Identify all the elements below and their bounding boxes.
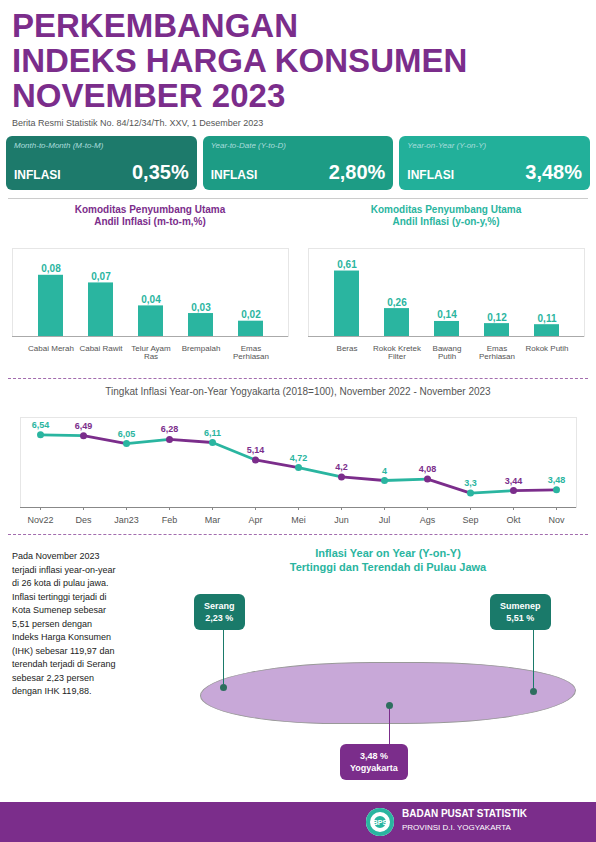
html-text:2,80%: 2,80% bbox=[328, 161, 386, 183]
svg-text:0,08: 0,08 bbox=[41, 263, 61, 274]
html-text:INFLASI: INFLASI bbox=[407, 168, 454, 182]
html-text:INFLASI: INFLASI bbox=[210, 168, 258, 182]
svg-text:6,49: 6,49 bbox=[75, 421, 93, 431]
svg-text:4: 4 bbox=[382, 466, 387, 476]
svg-text:0,26: 0,26 bbox=[387, 297, 407, 308]
svg-text:5,14: 5,14 bbox=[247, 445, 265, 455]
svg-text:0,11: 0,11 bbox=[538, 313, 557, 324]
html-text:Year-on-Year (Y-on-Y): Year-on-Year (Y-on-Y) bbox=[407, 141, 487, 150]
html-text:BADAN PUSAT STATISTIK: BADAN PUSAT STATISTIK bbox=[402, 808, 527, 819]
svg-text:Cabai Merah: Cabai Merah bbox=[28, 344, 74, 353]
svg-text:Nov22: Nov22 bbox=[27, 515, 53, 525]
svg-text:Jun: Jun bbox=[334, 515, 349, 525]
html-text:3,48%: 3,48% bbox=[525, 161, 582, 183]
html-text:PERKEMBANGAN INDEKS HARGA KONS: PERKEMBANGAN INDEKS HARGA KONSUMEN NOVEM… bbox=[12, 7, 468, 114]
svg-text:Apr: Apr bbox=[248, 515, 262, 525]
svg-text:0,04: 0,04 bbox=[141, 294, 161, 305]
svg-text:EmasPerhiasan: EmasPerhiasan bbox=[479, 344, 515, 361]
svg-text:BawangPutih: BawangPutih bbox=[433, 344, 462, 361]
svg-text:3,3: 3,3 bbox=[464, 478, 477, 488]
svg-text:6,11: 6,11 bbox=[204, 428, 221, 438]
svg-text:6,54: 6,54 bbox=[32, 420, 50, 430]
svg-text:Ags: Ags bbox=[420, 515, 436, 525]
svg-text:Okt: Okt bbox=[506, 515, 521, 525]
svg-text:3,44: 3,44 bbox=[505, 476, 523, 486]
svg-text:Mar: Mar bbox=[205, 515, 221, 525]
svg-text:Cabai Rawit: Cabai Rawit bbox=[79, 344, 123, 353]
html-text:Berita Resmi Statistik No. 84/: Berita Resmi Statistik No. 84/12/34/Th. … bbox=[12, 118, 264, 128]
svg-text:0,14: 0,14 bbox=[437, 309, 457, 320]
svg-text:Sep: Sep bbox=[462, 515, 478, 525]
html-text:3,48 % Yogyakarta: 3,48 % Yogyakarta bbox=[350, 751, 398, 773]
svg-text:4,72: 4,72 bbox=[290, 453, 308, 463]
html-text:Sumenep 5,51 %: Sumenep 5,51 % bbox=[500, 601, 541, 623]
svg-text:Feb: Feb bbox=[162, 515, 178, 525]
svg-text:Mei: Mei bbox=[291, 515, 306, 525]
svg-text:4,08: 4,08 bbox=[419, 464, 437, 474]
svg-text:4,2: 4,2 bbox=[335, 462, 348, 472]
svg-text:Rokok KretekFilter: Rokok KretekFilter bbox=[373, 344, 422, 361]
svg-text:Nov: Nov bbox=[548, 515, 565, 525]
svg-text:0,02: 0,02 bbox=[241, 309, 261, 320]
html-text:Serang 2,23 %: Serang 2,23 % bbox=[204, 601, 235, 623]
svg-text:6,28: 6,28 bbox=[161, 424, 179, 434]
svg-text:Jul: Jul bbox=[379, 515, 391, 525]
svg-text:EmasPerhiasan: EmasPerhiasan bbox=[233, 344, 269, 361]
html-text:BPS: BPS bbox=[372, 818, 388, 826]
html-text:Tingkat Inflasi Year-on-Year Y: Tingkat Inflasi Year-on-Year Yogyakarta … bbox=[105, 386, 491, 397]
svg-text:Des: Des bbox=[75, 515, 92, 525]
html-text:Inflasi Year on Year (Y-on-Y): Inflasi Year on Year (Y-on-Y) Tertinggi … bbox=[289, 547, 487, 573]
svg-text:6,05: 6,05 bbox=[118, 429, 136, 439]
html-text:Year-to-Date (Y-to-D): Year-to-Date (Y-to-D) bbox=[210, 141, 286, 150]
html-text:Pada November 2023 terjadi inf: Pada November 2023 terjadi inflasi year-… bbox=[12, 551, 116, 696]
html-text:Komoditas Penyumbang Utama And: Komoditas Penyumbang Utama Andil Inflasi… bbox=[370, 204, 522, 227]
svg-text:3,48: 3,48 bbox=[548, 475, 566, 485]
svg-text:Telur AyamRas: Telur AyamRas bbox=[131, 344, 171, 361]
svg-text:Brempalah: Brempalah bbox=[182, 344, 221, 353]
svg-text:0,03: 0,03 bbox=[191, 302, 211, 313]
html-text:PROVINSI D.I. YOGYAKARTA: PROVINSI D.I. YOGYAKARTA bbox=[402, 823, 511, 832]
svg-text:Rokok Putih: Rokok Putih bbox=[525, 344, 568, 353]
svg-text:Jan23: Jan23 bbox=[114, 515, 139, 525]
svg-text:0,07: 0,07 bbox=[91, 271, 111, 282]
html-text:0,35%: 0,35% bbox=[132, 161, 189, 183]
html-text:INFLASI: INFLASI bbox=[14, 168, 61, 182]
svg-text:Beras: Beras bbox=[337, 344, 358, 353]
html-text:Month-to-Month (M-to-M): Month-to-Month (M-to-M) bbox=[14, 141, 104, 150]
svg-text:0,61: 0,61 bbox=[337, 259, 357, 270]
svg-text:0,12: 0,12 bbox=[487, 312, 507, 323]
html-text:Komoditas Penyumbang Utama And: Komoditas Penyumbang Utama Andil Inflasi… bbox=[74, 204, 226, 227]
